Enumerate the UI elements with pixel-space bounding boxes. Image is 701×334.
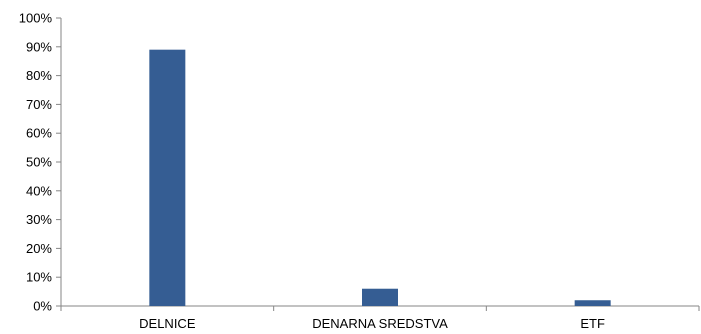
x-tick-label: DENARNA SREDSTVA: [312, 316, 448, 331]
y-tick-label: 90%: [26, 39, 52, 54]
bar: [362, 288, 398, 306]
y-tick-label: 60%: [26, 126, 52, 141]
y-tick-label: 10%: [26, 270, 52, 285]
y-tick-label: 0%: [33, 299, 52, 314]
y-axis: 0% 10% 20% 30% 40% 50% 60% 70% 80% 90% 100%: [19, 11, 62, 314]
y-tick-label: 40%: [26, 183, 52, 198]
y-tick-label: 100%: [19, 11, 53, 26]
bar: [149, 49, 186, 307]
y-tick-label: 20%: [26, 241, 52, 256]
y-tick-label: 50%: [26, 155, 52, 170]
x-tick-label: DELNICE: [139, 316, 196, 331]
x-tick-label: ETF: [580, 316, 605, 331]
bars: [149, 49, 611, 307]
y-tick-label: 70%: [26, 97, 52, 112]
y-tick-label: 80%: [26, 68, 52, 83]
x-axis: DELNICE DENARNA SREDSTVA ETF: [60, 305, 700, 331]
y-tick-label: 30%: [26, 212, 52, 227]
bar: [574, 300, 611, 306]
